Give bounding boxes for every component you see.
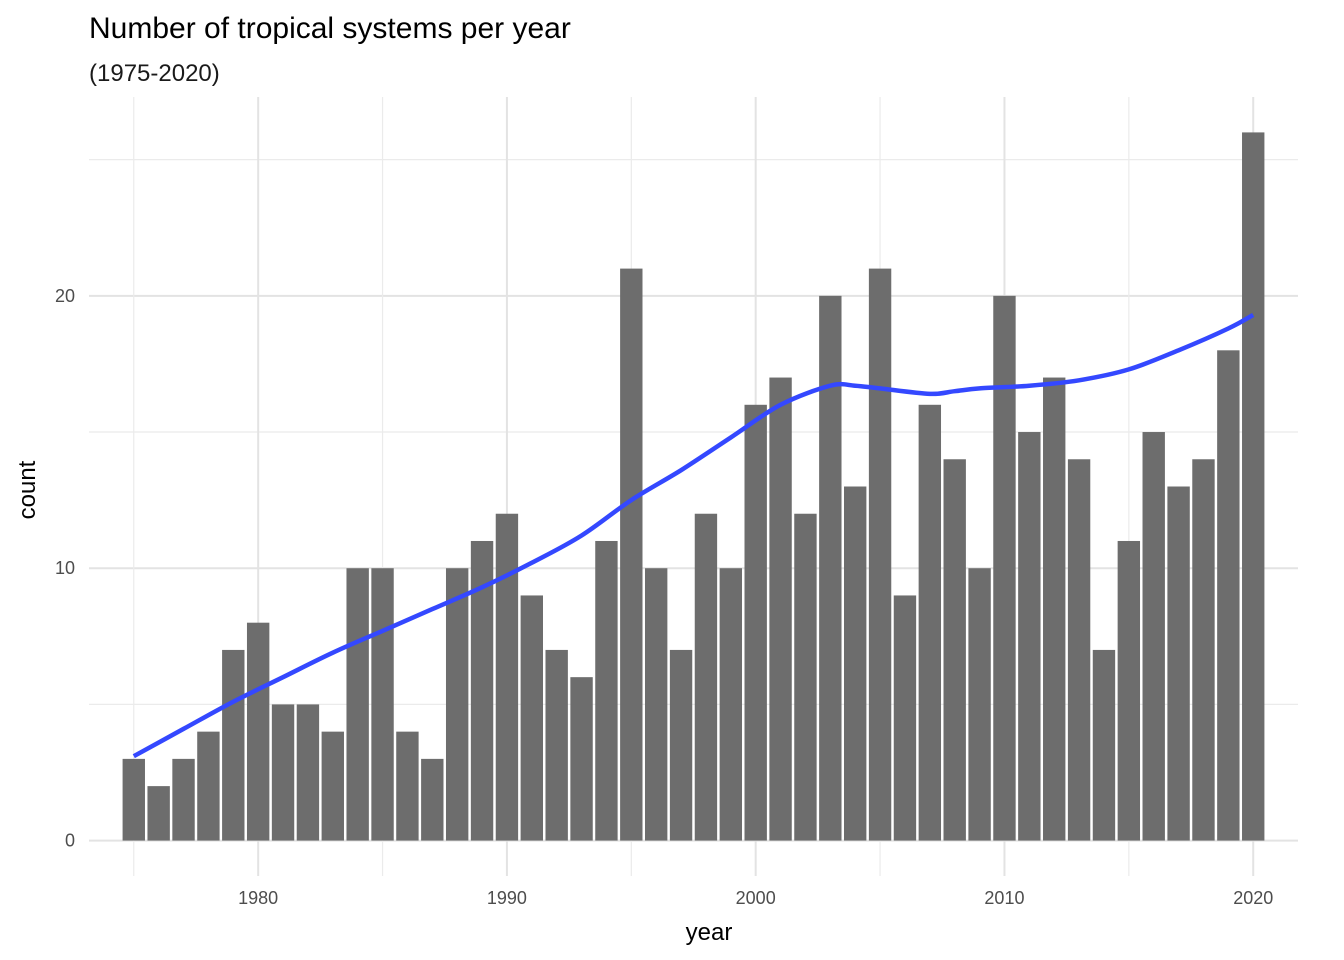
bar-1983: [321, 731, 344, 841]
bar-1976: [147, 786, 170, 841]
bar-2004: [844, 486, 867, 841]
x-tick-label: 1980: [238, 888, 278, 908]
bar-1998: [694, 513, 718, 841]
x-tick-labels: 1980 1990 2000 2010 2020: [238, 888, 1273, 908]
bar-1989: [470, 540, 494, 841]
bar-2015: [1117, 540, 1141, 841]
bar-2013: [1067, 459, 1091, 841]
chart-subtitle: (1975-2020): [89, 60, 220, 87]
bars: [122, 132, 1265, 841]
bar-2017: [1167, 486, 1190, 841]
smooth-trend-line: [132, 312, 1255, 759]
bar-1982: [296, 704, 320, 841]
x-tick-label: 1990: [487, 888, 527, 908]
y-tick-label: 20: [55, 286, 75, 306]
bar-2018: [1192, 459, 1215, 841]
bar-1981: [271, 704, 295, 841]
bar-1988: [445, 568, 469, 841]
bar-2003: [819, 295, 842, 841]
bar-2008: [943, 459, 966, 841]
bar-2019: [1217, 350, 1240, 841]
bar-1984: [346, 568, 369, 841]
bar-1994: [595, 540, 618, 841]
bar-2011: [1018, 432, 1041, 841]
bar-1979: [222, 649, 245, 841]
bar-2006: [893, 595, 917, 841]
bar-1999: [719, 568, 743, 841]
bar-2009: [968, 568, 991, 841]
bar-1985: [371, 568, 394, 841]
bar-1992: [545, 649, 568, 841]
bar-1997: [669, 649, 693, 841]
bar-2016: [1142, 432, 1165, 841]
bar-2001: [769, 377, 792, 841]
bar-1987: [421, 758, 444, 841]
y-axis-title: count: [14, 460, 41, 519]
bar-2010: [993, 295, 1016, 841]
bar-1996: [644, 568, 668, 841]
x-tick-label: 2000: [736, 888, 776, 908]
bar-2002: [794, 513, 817, 841]
x-axis-title: year: [686, 919, 733, 946]
bar-2005: [868, 268, 892, 841]
bar-1993: [570, 677, 593, 841]
bar-1977: [172, 758, 195, 841]
bar-2012: [1043, 377, 1066, 841]
bar-2007: [918, 404, 942, 841]
bar-1980: [246, 622, 270, 841]
x-tick-label: 2010: [984, 888, 1024, 908]
y-tick-label: 0: [65, 831, 75, 851]
bar-1975: [122, 758, 145, 841]
chart-title: Number of tropical systems per year: [89, 12, 571, 45]
bar-1995: [620, 268, 643, 841]
bar-1991: [520, 595, 543, 841]
x-tick-label: 2020: [1233, 888, 1273, 908]
bar-2014: [1092, 649, 1116, 841]
y-tick-labels: 0 10 20: [55, 286, 75, 851]
bar-1986: [396, 731, 419, 841]
y-tick-label: 10: [55, 558, 75, 578]
bar-2000: [744, 404, 767, 841]
bar-1990: [495, 513, 519, 841]
gridlines: [89, 97, 1298, 876]
bar-1978: [197, 731, 220, 841]
bar-2020: [1242, 132, 1265, 841]
